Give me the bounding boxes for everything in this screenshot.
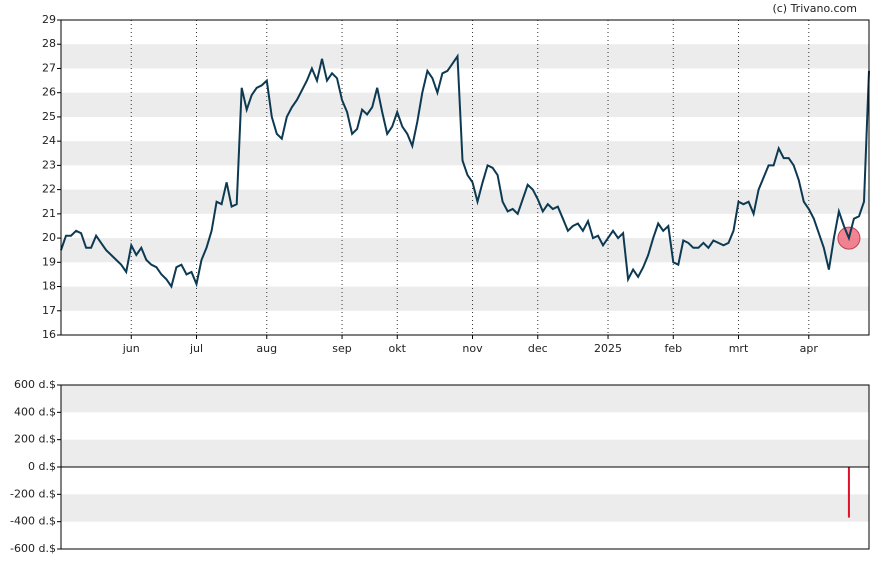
grid-band (61, 189, 869, 214)
y-tick-label: 16 (42, 328, 56, 341)
grid-band (61, 141, 869, 166)
x-tick-label: okt (389, 342, 407, 355)
y-tick-label: 20 (42, 231, 56, 244)
x-tick-label: nov (462, 342, 483, 355)
plot-frame (60, 384, 870, 550)
grid-band (61, 439, 869, 467)
y-tick-label: 18 (42, 280, 56, 293)
x-tick-label: mrt (729, 342, 749, 355)
y-tick-label: 0 d.$ (28, 460, 56, 473)
x-tick-label: jul (189, 342, 203, 355)
y-tick-label: 17 (42, 304, 56, 317)
x-tick-label: apr (800, 342, 819, 355)
y-tick-label: 600 d.$ (14, 378, 56, 391)
x-tick-label: dec (528, 342, 548, 355)
price-line (60, 53, 870, 289)
y-tick-label: 29 (42, 13, 56, 26)
source-credit: (c) Trivano.com (772, 2, 857, 15)
y-tick-label: 21 (42, 207, 56, 220)
x-tick-label: feb (664, 342, 682, 355)
y-tick-label: 24 (42, 134, 56, 147)
y-tick-label: 28 (42, 37, 56, 50)
x-tick-label: sep (332, 342, 351, 355)
y-tick-label: 200 d.$ (14, 433, 56, 446)
grid-band (61, 494, 869, 522)
y-tick-label: 19 (42, 255, 56, 268)
y-tick-label: 25 (42, 110, 56, 123)
plot-frame (60, 19, 870, 336)
y-tick-label: -600 d.$ (10, 542, 56, 555)
y-tick-label: 27 (42, 61, 56, 74)
bar (847, 467, 850, 518)
x-tick-label: jun (122, 342, 140, 355)
y-tick-label: 400 d.$ (14, 405, 56, 418)
y-tick-label: 22 (42, 183, 56, 196)
y-tick-label: 26 (42, 86, 56, 99)
grid-band (61, 238, 869, 263)
y-tick-label: -400 d.$ (10, 515, 56, 528)
x-tick-label: 2025 (594, 342, 622, 355)
y-tick-label: -200 d.$ (10, 487, 56, 500)
grid-band (61, 44, 869, 69)
y-tick-label: 23 (42, 158, 56, 171)
x-tick-label: aug (256, 342, 277, 355)
grid-band (61, 286, 869, 311)
grid-band (61, 385, 869, 413)
grid-band (61, 92, 869, 117)
